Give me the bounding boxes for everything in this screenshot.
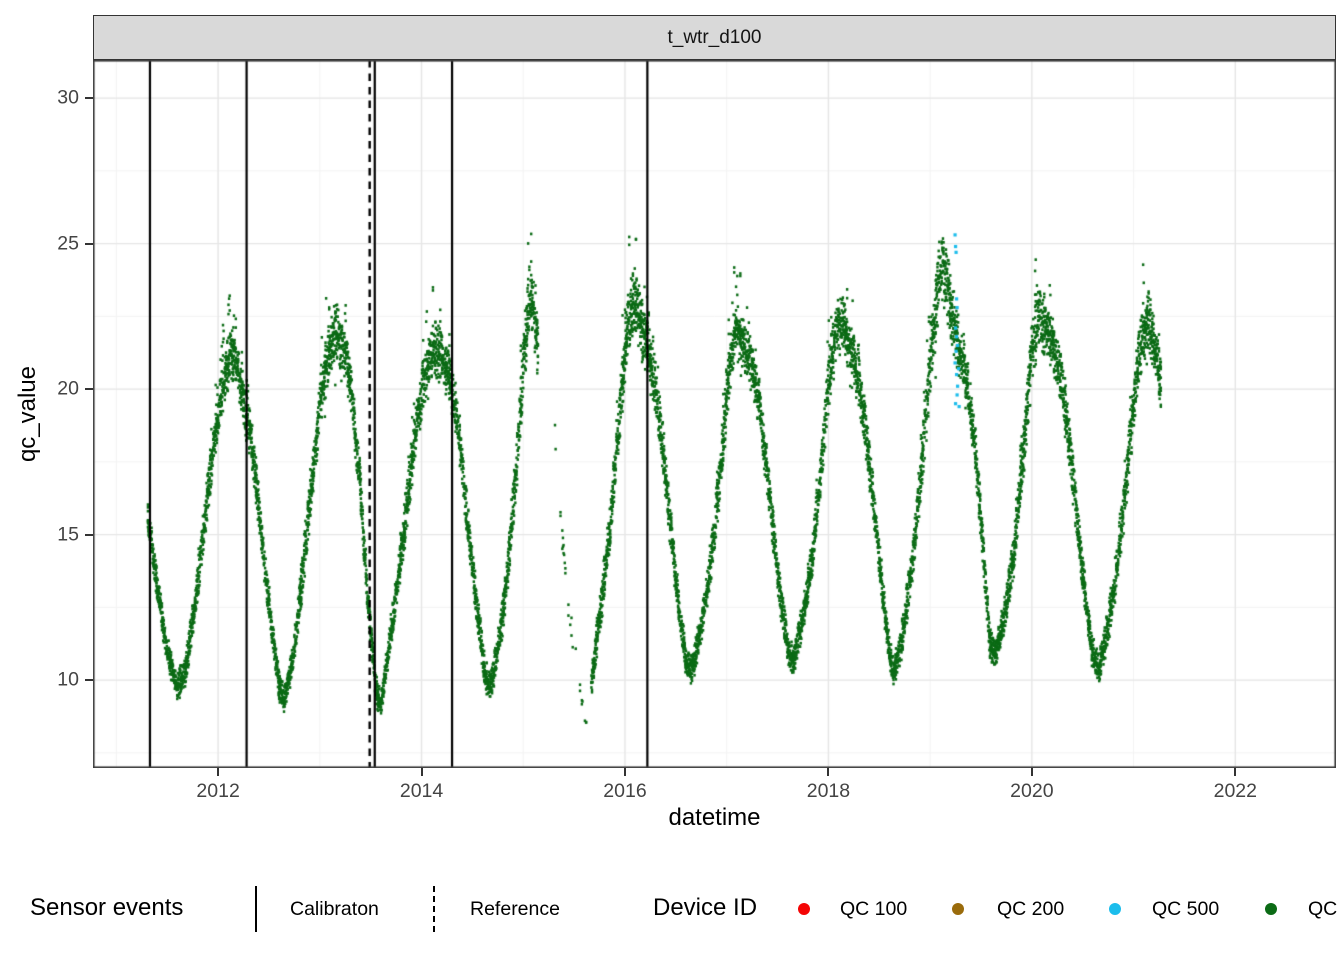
y-axis-title: qc_value <box>14 365 41 463</box>
legend-item-label: QC 200 <box>997 898 1065 920</box>
y-tick-label: 25 <box>57 232 79 255</box>
y-tick-mark <box>85 97 93 100</box>
legend-item-label: Calibraton <box>290 898 379 920</box>
y-tick-mark <box>85 679 93 682</box>
x-tick-label: 2020 <box>1010 780 1054 802</box>
plot-canvas <box>93 60 1336 768</box>
y-tick-label: 20 <box>57 377 79 400</box>
y-tick-label: 30 <box>57 86 79 109</box>
calibration-line-key <box>255 886 257 932</box>
x-tick-mark <box>1234 768 1237 776</box>
x-tick-label: 2018 <box>806 780 851 802</box>
facet-strip: t_wtr_d100 <box>93 15 1336 60</box>
x-tick-label: 2022 <box>1213 780 1257 802</box>
legend-dot-qc-200 <box>952 903 964 915</box>
reference-line-key <box>433 886 435 932</box>
y-tick-label: 10 <box>57 668 79 691</box>
legend-dot-qc <box>1265 903 1277 915</box>
x-tick-mark <box>827 768 830 776</box>
x-tick-mark <box>623 768 626 776</box>
x-tick-label: 2012 <box>196 780 240 802</box>
legend-dot-qc-100 <box>798 903 810 915</box>
legend-item-label: QC 500 <box>1152 898 1220 920</box>
legend-item-label: QC 100 <box>840 898 908 920</box>
facet-strip-title: t_wtr_d100 <box>667 26 762 48</box>
legend-item-label: Reference <box>470 898 560 920</box>
x-tick-mark <box>217 768 220 776</box>
y-tick-mark <box>85 388 93 391</box>
x-tick-mark <box>1030 768 1033 776</box>
x-axis-title: datetime <box>668 804 761 831</box>
x-tick-label: 2014 <box>399 780 444 802</box>
y-tick-mark <box>85 242 93 245</box>
y-tick-label: 15 <box>57 523 79 546</box>
plot-panel <box>93 60 1336 768</box>
legend-dot-qc-500 <box>1109 903 1121 915</box>
legend-title-sensor-events: Sensor events <box>30 894 184 921</box>
legend-title-device-id: Device ID <box>653 894 758 921</box>
x-tick-mark <box>420 768 423 776</box>
legend-item-label: QC <box>1308 898 1338 920</box>
x-tick-label: 2016 <box>603 780 647 802</box>
y-tick-mark <box>85 533 93 536</box>
